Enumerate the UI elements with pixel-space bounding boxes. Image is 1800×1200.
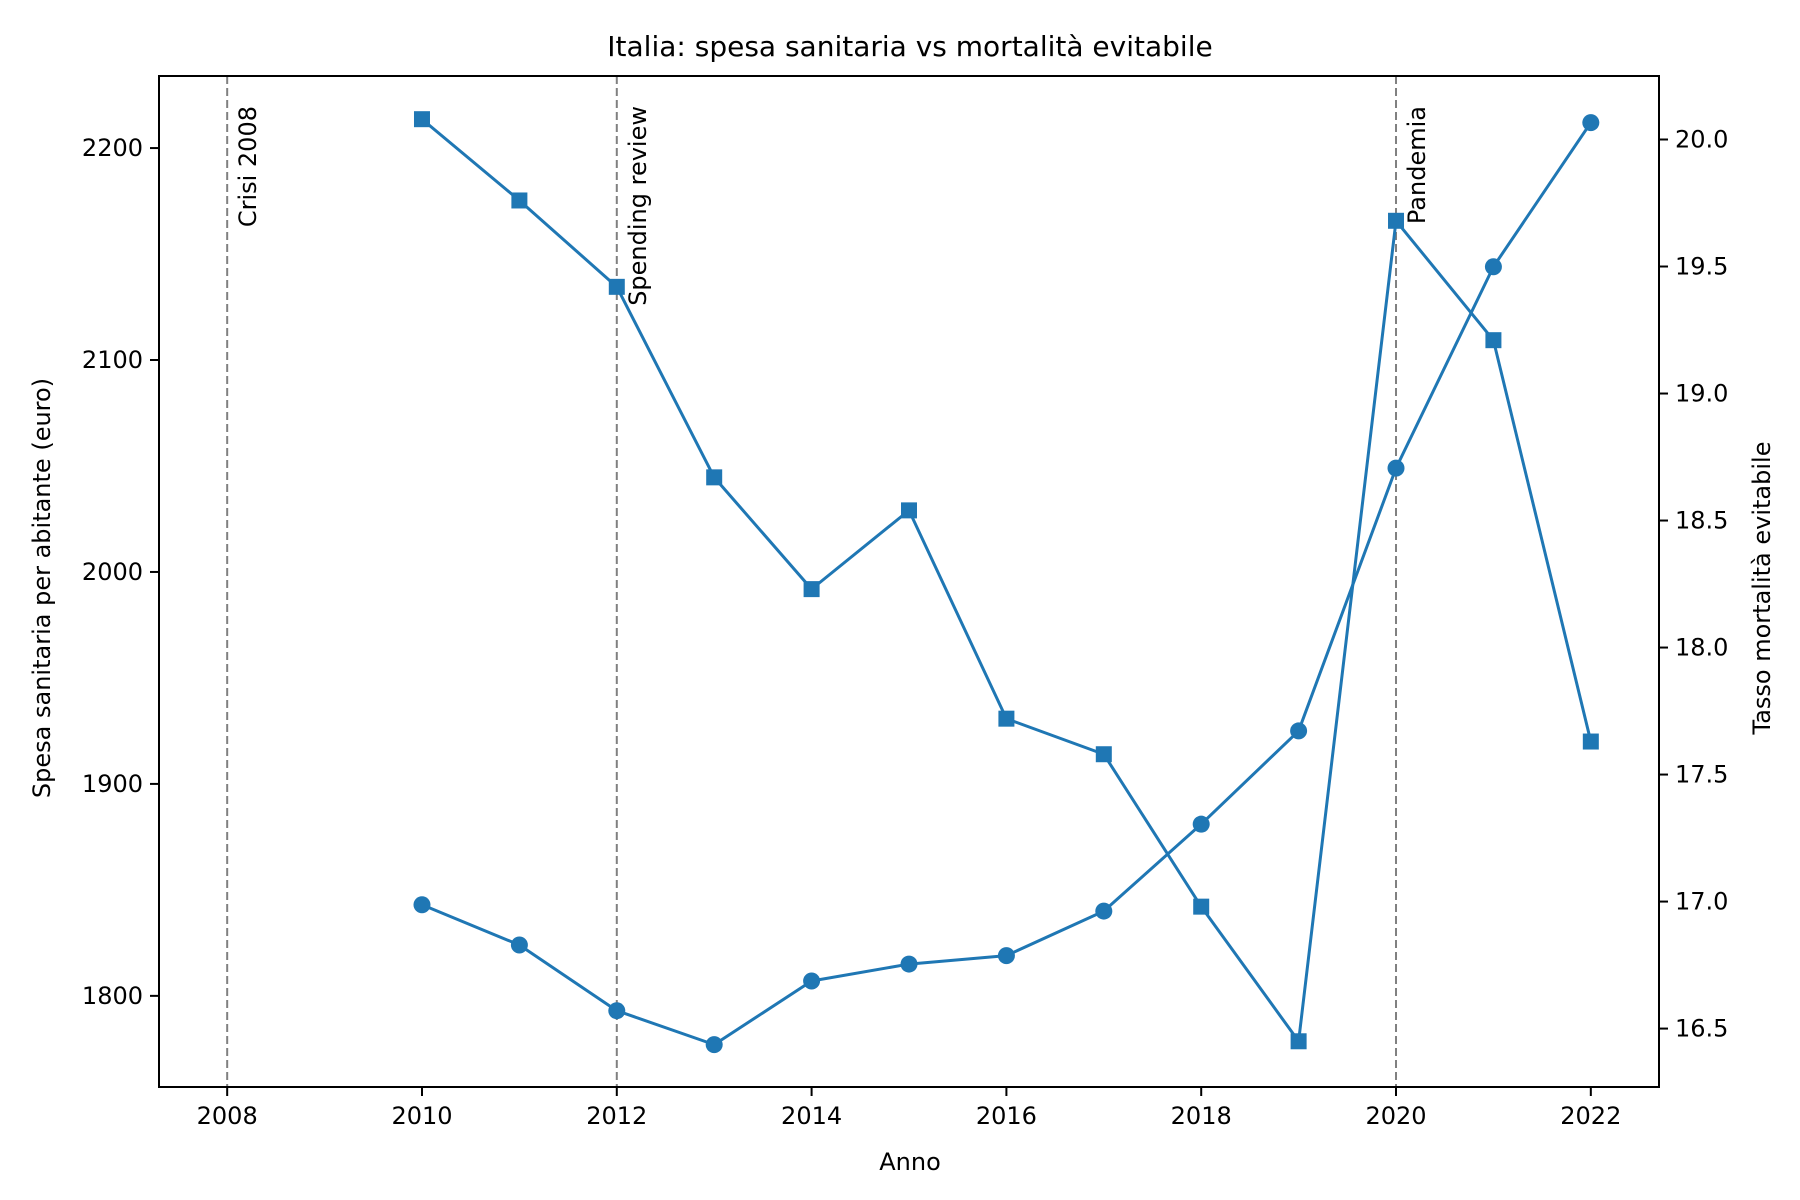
series-line xyxy=(421,121,1593,1047)
y-left-tick-label: 2000 xyxy=(82,558,143,586)
x-tick-label: 2018 xyxy=(1171,1102,1232,1130)
data-point xyxy=(1192,815,1210,833)
event-label: Crisi 2008 xyxy=(234,106,262,227)
data-point xyxy=(1095,746,1112,763)
y-right-tick-label: 17.0 xyxy=(1675,888,1728,916)
data-point xyxy=(413,111,430,128)
data-point xyxy=(608,278,625,295)
y-axis-left-label: Spesa sanitaria per abitante (euro) xyxy=(28,378,56,798)
data-point xyxy=(1582,733,1599,750)
y-right-tick-label: 18.5 xyxy=(1675,507,1728,535)
data-point xyxy=(1387,459,1405,477)
data-point xyxy=(900,955,918,973)
chart-title: Italia: spesa sanitaria vs mortalità evi… xyxy=(607,30,1212,63)
data-point xyxy=(608,1002,626,1020)
x-tick-label: 2010 xyxy=(391,1102,452,1130)
y-left-tick-label: 2100 xyxy=(82,346,143,374)
x-tick-label: 2022 xyxy=(1560,1102,1621,1130)
y-right-tick-label: 16.5 xyxy=(1675,1015,1728,1043)
data-point xyxy=(901,502,917,519)
data-point xyxy=(998,710,1015,727)
x-tick-label: 2008 xyxy=(197,1102,258,1130)
series-right xyxy=(413,111,1599,1050)
y-right-tick-label: 19.0 xyxy=(1675,380,1728,408)
x-axis-label: Anno xyxy=(879,1148,941,1176)
data-point xyxy=(706,469,723,486)
data-point xyxy=(1484,258,1502,276)
y-right-tick-label: 17.5 xyxy=(1675,761,1728,789)
event-label: Pandemia xyxy=(1403,106,1431,224)
data-point xyxy=(1485,332,1502,349)
series-left xyxy=(413,114,1600,1054)
event-label: Spending review xyxy=(624,106,652,306)
y-right-tick-label: 18.0 xyxy=(1675,634,1728,662)
data-point xyxy=(1290,1033,1307,1050)
data-point xyxy=(1095,902,1113,920)
data-point xyxy=(1193,898,1210,915)
series-line xyxy=(421,118,1593,1043)
x-tick-label: 2020 xyxy=(1365,1102,1426,1130)
data-point xyxy=(413,896,431,914)
x-tick-label: 2016 xyxy=(976,1102,1037,1130)
axes: 2008 2010 2012 2014 2016 2018 2020 2022 1800 1900… xyxy=(82,75,1728,1130)
data-point xyxy=(1388,212,1405,229)
data-point xyxy=(1290,722,1308,740)
plot-frame xyxy=(158,75,1660,1088)
y-right-tick-label: 19.5 xyxy=(1675,253,1728,281)
data-point xyxy=(803,972,821,990)
y-left-tick-label: 2200 xyxy=(82,134,143,162)
series-layer xyxy=(413,111,1600,1054)
data-point xyxy=(510,936,528,954)
data-point xyxy=(511,192,528,209)
y-axis-right-label: Tasso mortalità evitabile xyxy=(1748,442,1776,736)
y-left-tick-label: 1900 xyxy=(82,770,143,798)
event-markers: Crisi 2008 Spending review Pandemia xyxy=(226,76,1431,1087)
x-tick-label: 2012 xyxy=(586,1102,647,1130)
data-point xyxy=(803,581,820,598)
y-right-tick-label: 20.0 xyxy=(1675,126,1728,154)
x-tick-label: 2014 xyxy=(781,1102,842,1130)
data-point xyxy=(1582,114,1600,132)
data-point xyxy=(997,947,1015,965)
data-point xyxy=(705,1036,723,1054)
y-left-tick-label: 1800 xyxy=(82,982,143,1010)
